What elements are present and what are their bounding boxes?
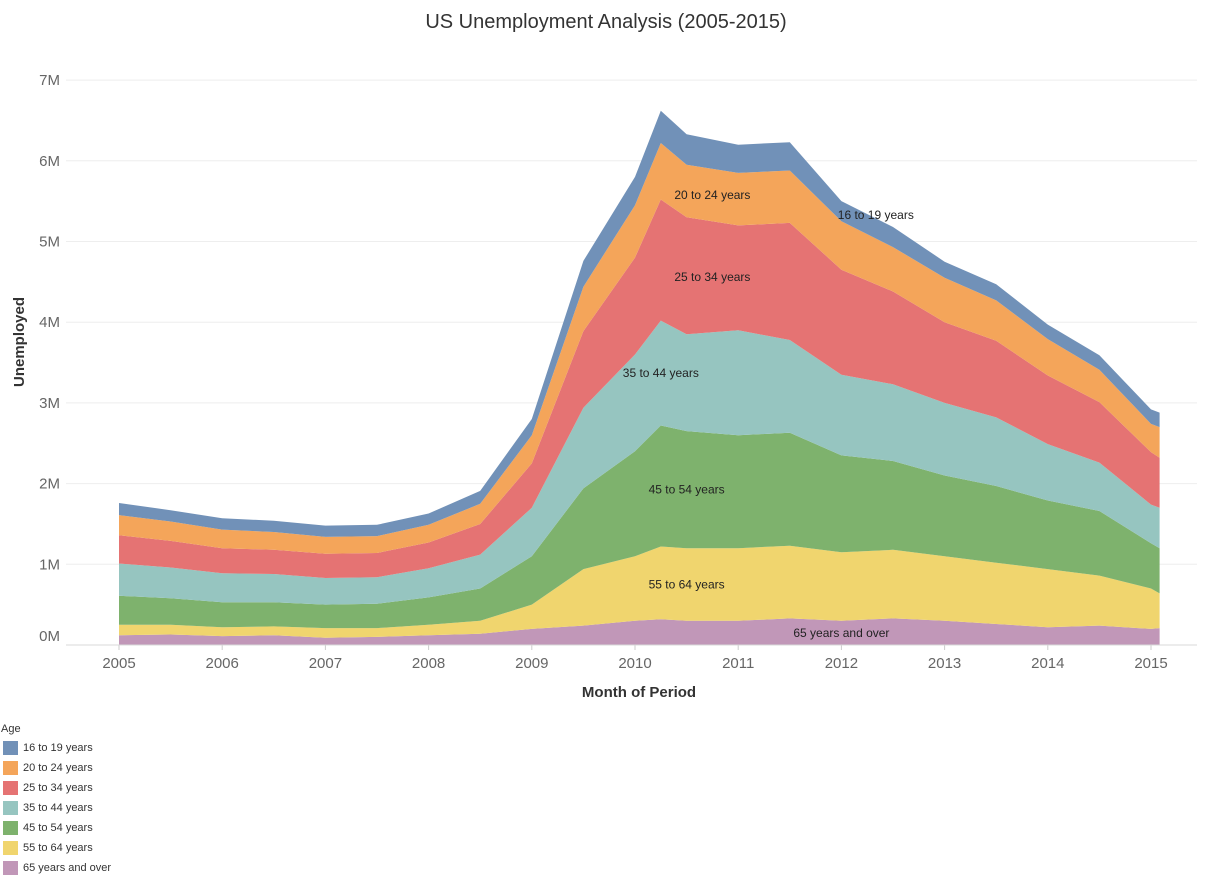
legend-item[interactable]: 55 to 64 years: [0, 838, 111, 858]
legend-label: 55 to 64 years: [23, 842, 93, 854]
area-20-to-24-years: [119, 143, 1160, 554]
legend-label: 25 to 34 years: [23, 782, 93, 794]
area-25-to-34-years: [119, 199, 1160, 578]
y-tick-label: 3M: [39, 395, 60, 412]
x-tick-label: 2006: [206, 655, 239, 672]
y-tick-label: 2M: [39, 476, 60, 493]
legend-swatch: [3, 741, 18, 755]
legend-item[interactable]: 45 to 54 years: [0, 818, 111, 838]
x-axis-title: Month of Period: [582, 684, 696, 701]
y-tick-label: 5M: [39, 234, 60, 251]
x-tick-label: 2011: [722, 655, 754, 672]
area-label: 16 to 19 years: [838, 208, 914, 222]
y-tick-label: 0M: [39, 628, 60, 645]
area-45-to-54-years: [119, 425, 1160, 629]
x-tick-label: 2005: [102, 655, 135, 672]
legend-swatch: [3, 781, 18, 795]
area-label: 55 to 64 years: [649, 577, 725, 591]
stacked-areas: [119, 110, 1160, 645]
y-tick-label: 1M: [39, 556, 60, 573]
legend: Age 16 to 19 years 20 to 24 years 25 to 34…: [0, 723, 111, 878]
legend-swatch: [3, 861, 18, 875]
legend-item[interactable]: 20 to 24 years: [0, 758, 111, 778]
x-tick-label: 2012: [825, 655, 858, 672]
area-label: 35 to 44 years: [623, 366, 699, 380]
legend-label: 16 to 19 years: [23, 742, 93, 754]
legend-item[interactable]: 25 to 34 years: [0, 778, 111, 798]
legend-swatch: [3, 801, 18, 815]
x-tick-label: 2009: [515, 655, 548, 672]
legend-items: 16 to 19 years 20 to 24 years 25 to 34 yea…: [0, 738, 111, 878]
y-axis-ticks: 0M 1M 2M 3M 4M 5M 6M 7M: [39, 72, 60, 645]
legend-swatch: [3, 841, 18, 855]
area-label: 65 years and over: [793, 626, 889, 640]
y-tick-label: 7M: [39, 72, 60, 89]
x-tick-label: 2013: [928, 655, 961, 672]
y-tick-label: 6M: [39, 153, 60, 170]
area-35-to-44-years: [119, 320, 1160, 605]
area-label: 25 to 34 years: [674, 270, 750, 284]
legend-item[interactable]: 16 to 19 years: [0, 738, 111, 758]
x-tick-label: 2014: [1031, 655, 1064, 672]
legend-swatch: [3, 821, 18, 835]
legend-label: 45 to 54 years: [23, 822, 93, 834]
x-tick-label: 2007: [309, 655, 342, 672]
legend-swatch: [3, 761, 18, 775]
y-axis-title: Unemployed: [11, 297, 28, 387]
x-tick-label: 2015: [1134, 655, 1167, 672]
y-tick-label: 4M: [39, 314, 60, 331]
area-label: 45 to 54 years: [649, 483, 725, 497]
unemployment-area-chart: US Unemployment Analysis (2005-2015) 0M 1…: [11, 11, 1197, 701]
legend-label: 20 to 24 years: [23, 762, 93, 774]
legend-label: 35 to 44 years: [23, 802, 93, 814]
x-tick-label: 2008: [412, 655, 445, 672]
area-label: 20 to 24 years: [674, 188, 750, 202]
legend-title: Age: [1, 723, 21, 735]
x-axis-ticks: 2005 2006 2007 2008 2009 2010 2011 2012 2013 2014…: [102, 645, 1168, 672]
area-55-to-64-years: [119, 545, 1160, 638]
legend-item[interactable]: 65 years and over: [0, 858, 111, 878]
area-65-years-and-over: [119, 618, 1160, 645]
legend-label: 65 years and over: [23, 862, 112, 874]
area-labels: 20 to 24 years 16 to 19 years 25 to 34 yea…: [623, 188, 914, 640]
legend-item[interactable]: 35 to 44 years: [0, 798, 111, 818]
x-tick-label: 2010: [618, 655, 651, 672]
chart-title: US Unemployment Analysis (2005-2015): [425, 11, 786, 33]
